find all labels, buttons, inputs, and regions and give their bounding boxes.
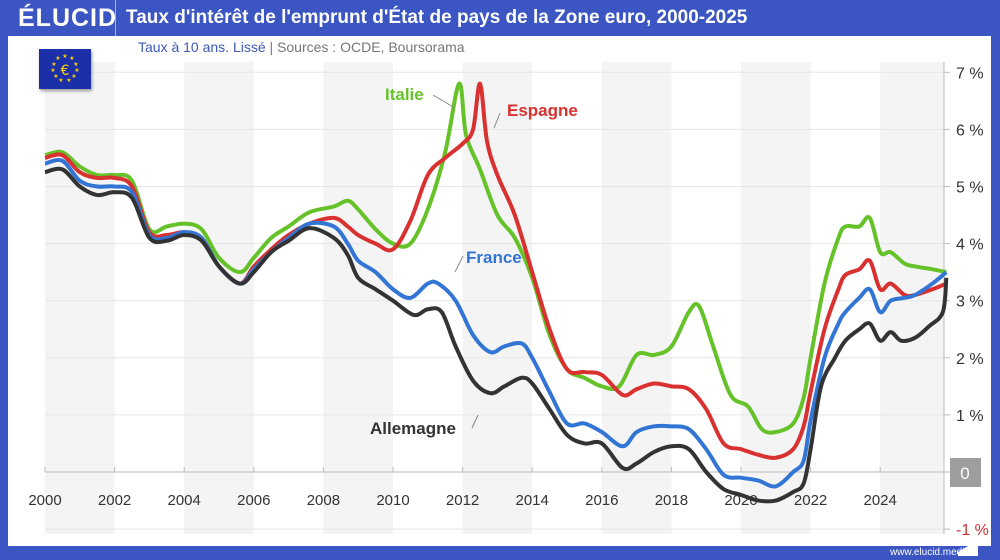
y-tick-label: 5 % <box>956 180 984 197</box>
background-band <box>45 62 115 534</box>
svg-text:★: ★ <box>51 61 56 68</box>
subtitle-main: Taux à 10 ans. Lissé <box>138 39 266 55</box>
x-tick-label: 2000 <box>28 492 61 509</box>
svg-text:★: ★ <box>73 61 78 68</box>
y-tick-label: 1 % <box>956 408 984 425</box>
svg-text:★: ★ <box>71 73 76 80</box>
eu-flag-euro-icon: ★ ★ ★ ★ ★ ★ ★ ★ ★ ★ ★ € <box>39 49 91 89</box>
series-line-allemagne <box>44 166 949 504</box>
chart-title: Taux d'intérêt de l'emprunt d'État de pa… <box>126 7 748 28</box>
series-label-allemagne: Allemagne <box>370 419 456 438</box>
series-label-leader <box>432 94 456 109</box>
svg-text:★: ★ <box>66 77 71 84</box>
x-tick-label: 2024 <box>864 492 897 509</box>
y-tick-label: 2 % <box>956 351 984 368</box>
y-tick-label: 4 % <box>956 237 984 254</box>
svg-text:€: € <box>61 63 70 79</box>
x-tick-label: 2006 <box>237 492 270 509</box>
x-tick-label: 2008 <box>307 492 340 509</box>
series-label-leader <box>493 112 501 129</box>
zero-label-box <box>950 458 981 487</box>
svg-text:★: ★ <box>74 67 79 74</box>
svg-text:★: ★ <box>69 55 74 62</box>
x-tick-label: 2012 <box>446 492 479 509</box>
background-band <box>741 62 811 534</box>
series-label-italie: Italie <box>385 85 424 104</box>
series-label-leader <box>471 414 479 429</box>
background-band <box>323 62 393 534</box>
footer-url[interactable]: www.elucid.media <box>889 547 970 558</box>
background-band <box>184 62 254 534</box>
subtitle-separator: | <box>269 39 274 55</box>
y-tick-label: 3 % <box>956 294 984 311</box>
series-label-espagne: Espagne <box>507 101 578 120</box>
elucid-logo: ÉLUCID <box>18 4 118 32</box>
header-bar: ÉLUCID Taux d'intérêt de l'emprunt d'Éta… <box>0 0 1000 36</box>
x-tick-label: 2010 <box>376 492 409 509</box>
x-tick-label: 2004 <box>168 492 201 509</box>
x-tick-label: 2018 <box>655 492 688 509</box>
svg-text:★: ★ <box>58 77 63 84</box>
header-divider <box>115 0 116 36</box>
x-tick-label: 2014 <box>516 492 549 509</box>
x-tick-label: 2022 <box>794 492 827 509</box>
svg-text:★: ★ <box>50 67 55 74</box>
x-tick-label: 2002 <box>98 492 131 509</box>
svg-text:★: ★ <box>53 73 58 80</box>
y-tick-label: 7 % <box>956 65 984 82</box>
x-tick-label: 2016 <box>585 492 618 509</box>
svg-text:★: ★ <box>55 55 60 62</box>
subtitle-sources: Sources : OCDE, Boursorama <box>277 39 465 55</box>
background-band <box>462 62 533 534</box>
series-label-leader <box>454 255 464 273</box>
y-tick-label: 0 <box>960 464 969 483</box>
svg-text:★: ★ <box>62 53 67 60</box>
y-tick-label: -1 % <box>956 522 989 539</box>
y-tick-label: 6 % <box>956 122 984 139</box>
chart-subtitle: Taux à 10 ans. Lissé | Sources : OCDE, B… <box>138 39 465 55</box>
series-label-france: France <box>466 248 522 267</box>
elucid-corner-icon <box>958 540 978 556</box>
